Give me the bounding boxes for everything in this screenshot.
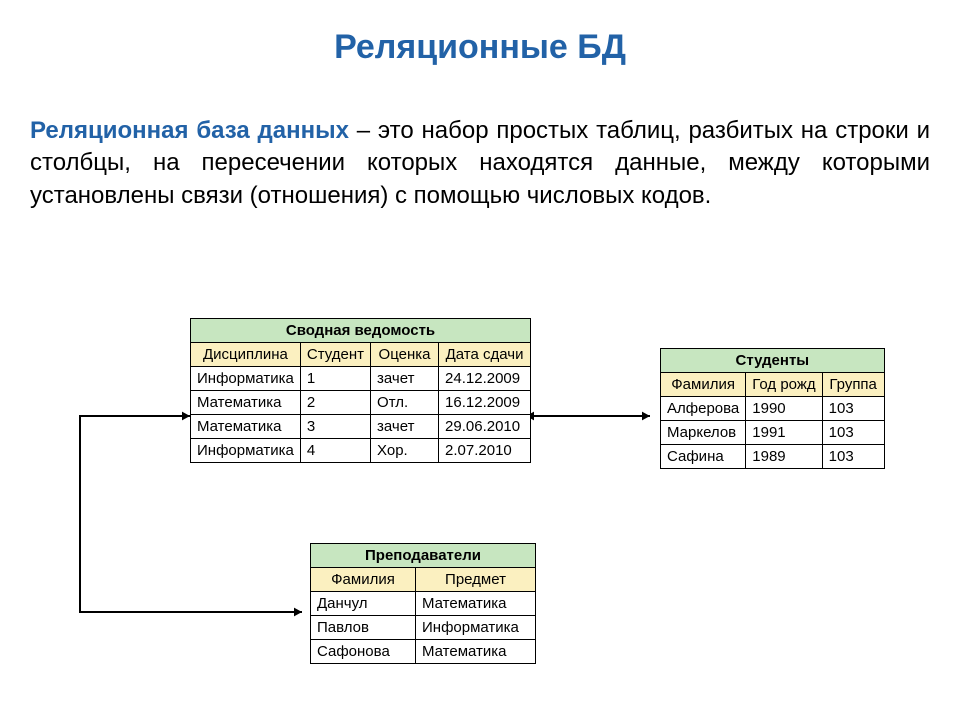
teachers-column-header: Фамилия [311,568,416,592]
summary-cell: 4 [300,439,370,463]
students-cell: Сафина [661,445,746,469]
summary-cell: зачет [371,367,439,391]
summary-table: Сводная ведомостьДисциплинаСтудентОценка… [190,318,531,463]
students-column-header: Год рожд [746,373,822,397]
students-cell: 103 [822,445,884,469]
students-cell: Маркелов [661,421,746,445]
summary-cell: Отл. [371,391,439,415]
students-cell: 1989 [746,445,822,469]
table-row: Сафина1989103 [661,445,885,469]
students-cell: 103 [822,421,884,445]
connector-arrowhead [642,412,650,421]
connector-arrowhead [294,608,302,617]
table-row: Информатика4Хор.2.07.2010 [191,439,531,463]
teachers-cell: Математика [416,592,536,616]
students-cell: 1990 [746,397,822,421]
summary-cell: Информатика [191,367,301,391]
teachers-cell: Данчул [311,592,416,616]
summary-column-header: Дисциплина [191,343,301,367]
students-table-title: Студенты [661,349,885,373]
summary-cell: 2.07.2010 [439,439,531,463]
definition-key-term: Реляционная база данных [30,117,349,144]
teachers-cell: Павлов [311,616,416,640]
summary-cell: 3 [300,415,370,439]
teachers-cell: Информатика [416,616,536,640]
table-row: Математика3зачет29.06.2010 [191,415,531,439]
students-cell: 1991 [746,421,822,445]
summary-column-header: Дата сдачи [439,343,531,367]
table-row: Алферова1990103 [661,397,885,421]
summary-cell: 24.12.2009 [439,367,531,391]
summary-cell: Математика [191,415,301,439]
teachers-table-title: Преподаватели [311,544,536,568]
summary-column-header: Студент [300,343,370,367]
students-column-header: Фамилия [661,373,746,397]
summary-cell: Математика [191,391,301,415]
teachers-column-header: Предмет [416,568,536,592]
students-cell: Алферова [661,397,746,421]
connector-arrowhead [182,412,190,421]
summary-table-title: Сводная ведомость [191,319,531,343]
table-row: Информатика1зачет24.12.2009 [191,367,531,391]
summary-column-header: Оценка [371,343,439,367]
students-table: СтудентыФамилияГод рождГруппаАлферова199… [660,348,885,469]
teachers-cell: Сафонова [311,640,416,664]
students-column-header: Группа [822,373,884,397]
definition-paragraph: Реляционная база данных – это набор прос… [30,115,930,212]
table-row: Математика2Отл.16.12.2009 [191,391,531,415]
table-row: СафоноваМатематика [311,640,536,664]
teachers-cell: Математика [416,640,536,664]
table-row: ПавловИнформатика [311,616,536,640]
summary-cell: Хор. [371,439,439,463]
summary-cell: 16.12.2009 [439,391,531,415]
page-title: Реляционные БД [0,28,960,67]
teachers-table: ПреподавателиФамилияПредметДанчулМатемат… [310,543,536,664]
summary-cell: 29.06.2010 [439,415,531,439]
summary-cell: 2 [300,391,370,415]
table-row: ДанчулМатематика [311,592,536,616]
summary-cell: зачет [371,415,439,439]
summary-cell: 1 [300,367,370,391]
table-row: Маркелов1991103 [661,421,885,445]
summary-cell: Информатика [191,439,301,463]
students-cell: 103 [822,397,884,421]
